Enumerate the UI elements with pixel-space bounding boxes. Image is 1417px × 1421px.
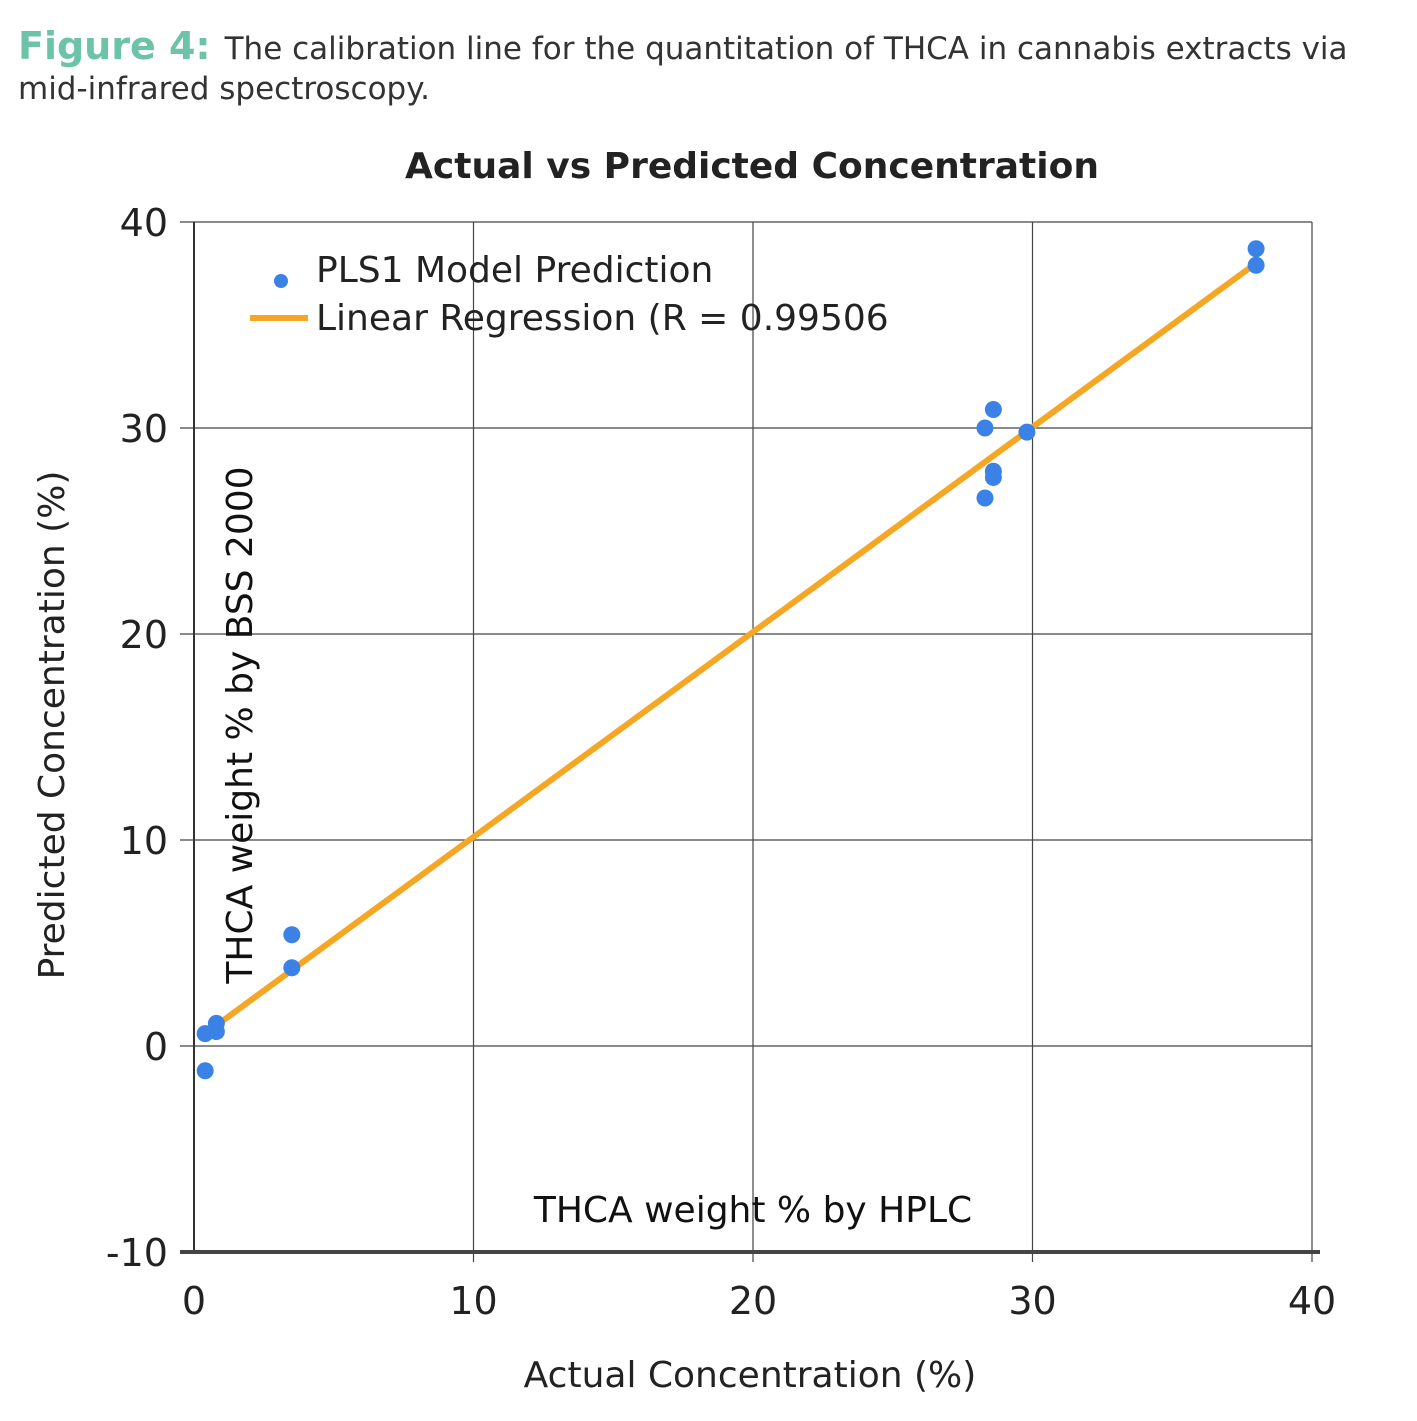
x-tick-label: 10 (449, 1279, 497, 1323)
data-point (1247, 240, 1265, 258)
y-tick-label: 30 (120, 407, 168, 451)
data-point (283, 926, 301, 944)
y-tick-label: 10 (120, 819, 168, 863)
inner-y-label: THCA weight % by BSS 2000 (220, 466, 261, 984)
data-point (984, 400, 1002, 418)
figure-text: The calibration line for the quantitatio… (18, 31, 1348, 107)
y-tick-label: 40 (120, 201, 168, 245)
data-point (984, 462, 1002, 480)
regression-line (199, 260, 1260, 1039)
grid-lines (180, 221, 1313, 1262)
x-tick-label: 0 (182, 1279, 206, 1323)
legend-scatter-label: PLS1 Model Prediction (316, 250, 713, 291)
data-point (976, 419, 994, 437)
y-tick-label: 0 (144, 1025, 168, 1069)
y-axis-label: Predicted Concentration (%) (32, 471, 73, 980)
data-point (976, 489, 994, 507)
x-tick-label: 20 (729, 1279, 777, 1323)
data-point (1018, 423, 1036, 441)
legend: PLS1 Model Prediction Linear Regression … (250, 250, 889, 339)
figure-label: Figure 4: (18, 24, 211, 68)
data-point (1247, 256, 1265, 274)
data-point (207, 1014, 225, 1032)
tick-labels: -10 0 10 20 30 40 0 10 20 30 40 (106, 201, 1336, 1323)
figure-caption: Figure 4: The calibration line for the qu… (18, 26, 1398, 109)
x-tick-label: 40 (1288, 1279, 1336, 1323)
x-tick-label: 30 (1008, 1279, 1056, 1323)
axes (180, 222, 1320, 1254)
legend-scatter-marker (274, 274, 288, 288)
data-point (283, 959, 301, 977)
y-tick-label: -10 (106, 1231, 168, 1275)
chart-title: Actual vs Predicted Concentration (405, 146, 1099, 187)
y-tick-label: 20 (120, 613, 168, 657)
series-layer (196, 240, 1265, 1080)
legend-line-label: Linear Regression (R = 0.99506 (316, 298, 889, 339)
inner-x-label: THCA weight % by HPLC (533, 1190, 972, 1231)
x-axis-label: Actual Concentration (%) (524, 1355, 977, 1396)
data-point (196, 1062, 214, 1080)
